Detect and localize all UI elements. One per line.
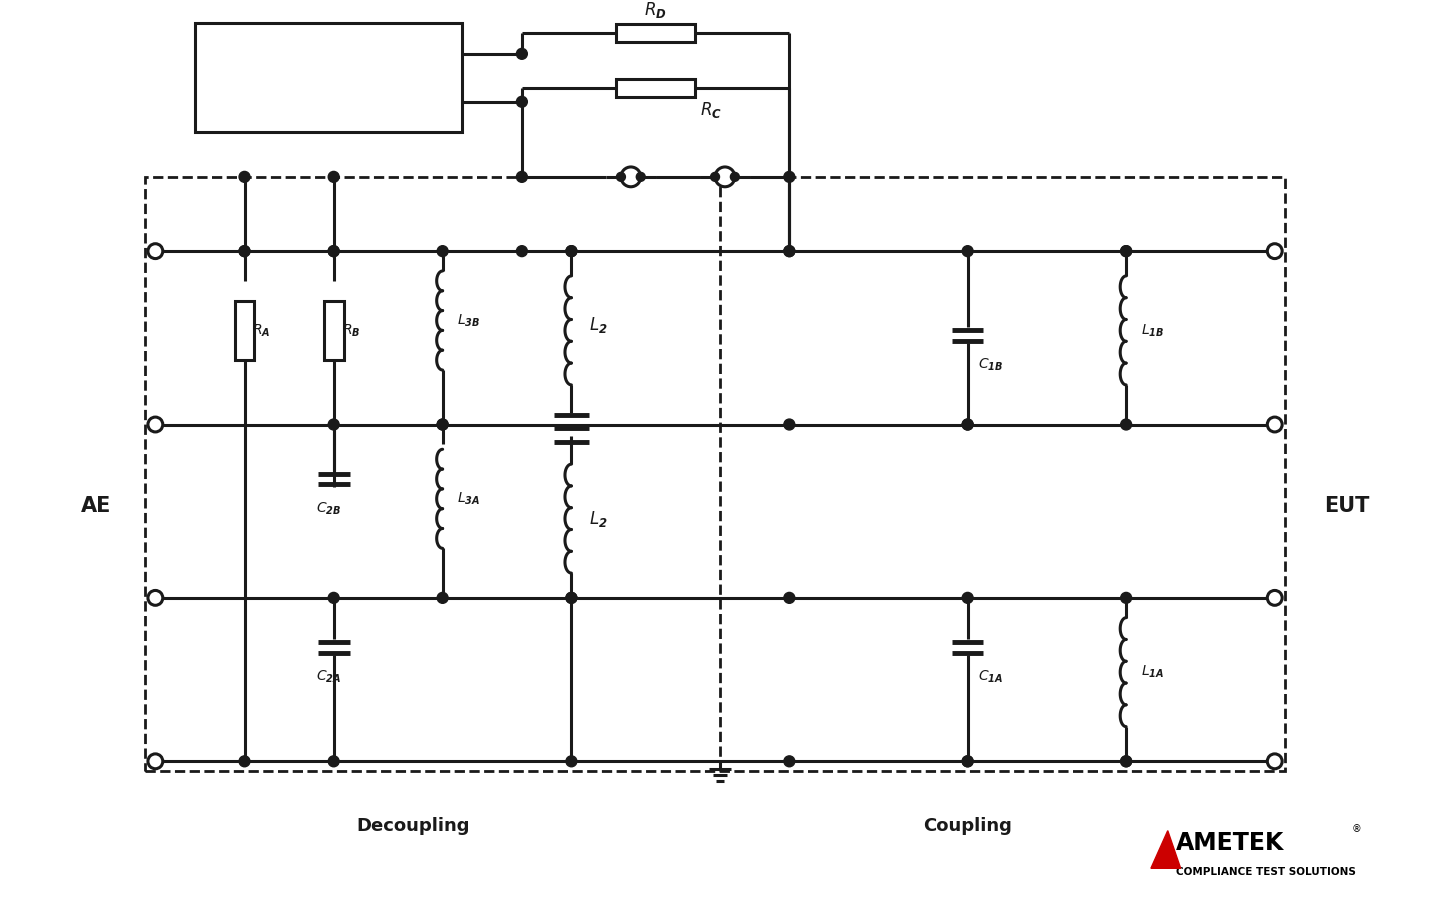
Circle shape	[710, 173, 720, 181]
Text: COMPLIANCE TEST SOLUTIONS: COMPLIANCE TEST SOLUTIONS	[1175, 868, 1355, 878]
Circle shape	[783, 419, 795, 430]
Circle shape	[1267, 754, 1282, 769]
Circle shape	[239, 171, 251, 183]
Text: $R_\mathregular{D}$: $R_\mathregular{D}$	[644, 0, 667, 21]
Circle shape	[716, 167, 734, 187]
Circle shape	[566, 246, 577, 256]
Text: $C_\mathregular{1B}$: $C_\mathregular{1B}$	[978, 357, 1002, 374]
Text: AE: AE	[81, 496, 111, 517]
Circle shape	[239, 246, 251, 256]
Circle shape	[962, 756, 973, 767]
Circle shape	[616, 173, 625, 181]
Text: $C_\mathregular{2B}$: $C_\mathregular{2B}$	[317, 500, 341, 517]
Circle shape	[1120, 246, 1132, 256]
Circle shape	[517, 49, 527, 59]
Circle shape	[566, 756, 577, 767]
Circle shape	[1120, 246, 1132, 256]
Circle shape	[783, 246, 795, 256]
Circle shape	[148, 590, 163, 606]
Text: AMETEK: AMETEK	[1175, 831, 1284, 854]
Circle shape	[517, 96, 527, 107]
Text: Decoupling: Decoupling	[356, 816, 469, 834]
Bar	[194, 23, 462, 132]
Bar	[616, 24, 696, 42]
Circle shape	[783, 246, 795, 256]
Circle shape	[328, 756, 338, 767]
Text: $L_\mathregular{2}$: $L_\mathregular{2}$	[589, 316, 608, 336]
Text: $C_\mathregular{1A}$: $C_\mathregular{1A}$	[978, 669, 1002, 685]
Circle shape	[328, 592, 338, 603]
Circle shape	[328, 246, 338, 256]
Circle shape	[438, 419, 448, 430]
Text: $R_\mathregular{C}$: $R_\mathregular{C}$	[700, 100, 723, 120]
Circle shape	[1120, 756, 1132, 767]
Text: $L_\mathregular{3A}$: $L_\mathregular{3A}$	[458, 491, 481, 507]
Circle shape	[962, 592, 973, 603]
Circle shape	[438, 592, 448, 603]
Circle shape	[517, 171, 527, 183]
Bar	[235, 301, 255, 360]
Circle shape	[438, 246, 448, 256]
Text: wave generator: wave generator	[261, 90, 396, 105]
Bar	[616, 79, 696, 96]
Circle shape	[1120, 419, 1132, 430]
Circle shape	[328, 419, 338, 430]
Text: $L_\mathregular{1B}$: $L_\mathregular{1B}$	[1140, 322, 1165, 338]
Text: Coupling: Coupling	[923, 816, 1012, 834]
Circle shape	[636, 173, 645, 181]
Circle shape	[239, 756, 251, 767]
Circle shape	[566, 592, 577, 603]
Circle shape	[239, 246, 251, 256]
Text: $L_\mathregular{1A}$: $L_\mathregular{1A}$	[1140, 664, 1164, 680]
Circle shape	[148, 754, 163, 769]
Text: $L_\mathregular{3B}$: $L_\mathregular{3B}$	[458, 312, 481, 328]
Polygon shape	[1151, 831, 1181, 868]
Circle shape	[1267, 590, 1282, 606]
Circle shape	[783, 592, 795, 603]
Circle shape	[328, 171, 338, 183]
Circle shape	[962, 419, 973, 430]
Circle shape	[962, 419, 973, 430]
Text: $L_\mathregular{2}$: $L_\mathregular{2}$	[589, 508, 608, 528]
Text: $C_\mathregular{2A}$: $C_\mathregular{2A}$	[317, 669, 341, 685]
Text: Combination: Combination	[275, 58, 383, 72]
Circle shape	[783, 171, 795, 183]
Text: $R_\mathregular{B}$: $R_\mathregular{B}$	[341, 322, 360, 338]
Circle shape	[1267, 244, 1282, 258]
Circle shape	[566, 592, 577, 603]
Text: EUT: EUT	[1325, 496, 1369, 517]
Circle shape	[148, 417, 163, 432]
Circle shape	[438, 419, 448, 430]
Circle shape	[730, 173, 739, 181]
Circle shape	[783, 756, 795, 767]
Circle shape	[517, 246, 527, 256]
Circle shape	[566, 246, 577, 256]
Bar	[145, 177, 1284, 771]
Text: $R_\mathregular{A}$: $R_\mathregular{A}$	[252, 322, 271, 338]
Circle shape	[1267, 417, 1282, 432]
Text: ®: ®	[1352, 824, 1362, 833]
Circle shape	[148, 244, 163, 258]
Circle shape	[1120, 756, 1132, 767]
Circle shape	[962, 756, 973, 767]
Circle shape	[962, 246, 973, 256]
Bar	[324, 301, 344, 360]
Circle shape	[621, 167, 641, 187]
Circle shape	[1120, 592, 1132, 603]
Circle shape	[328, 246, 338, 256]
